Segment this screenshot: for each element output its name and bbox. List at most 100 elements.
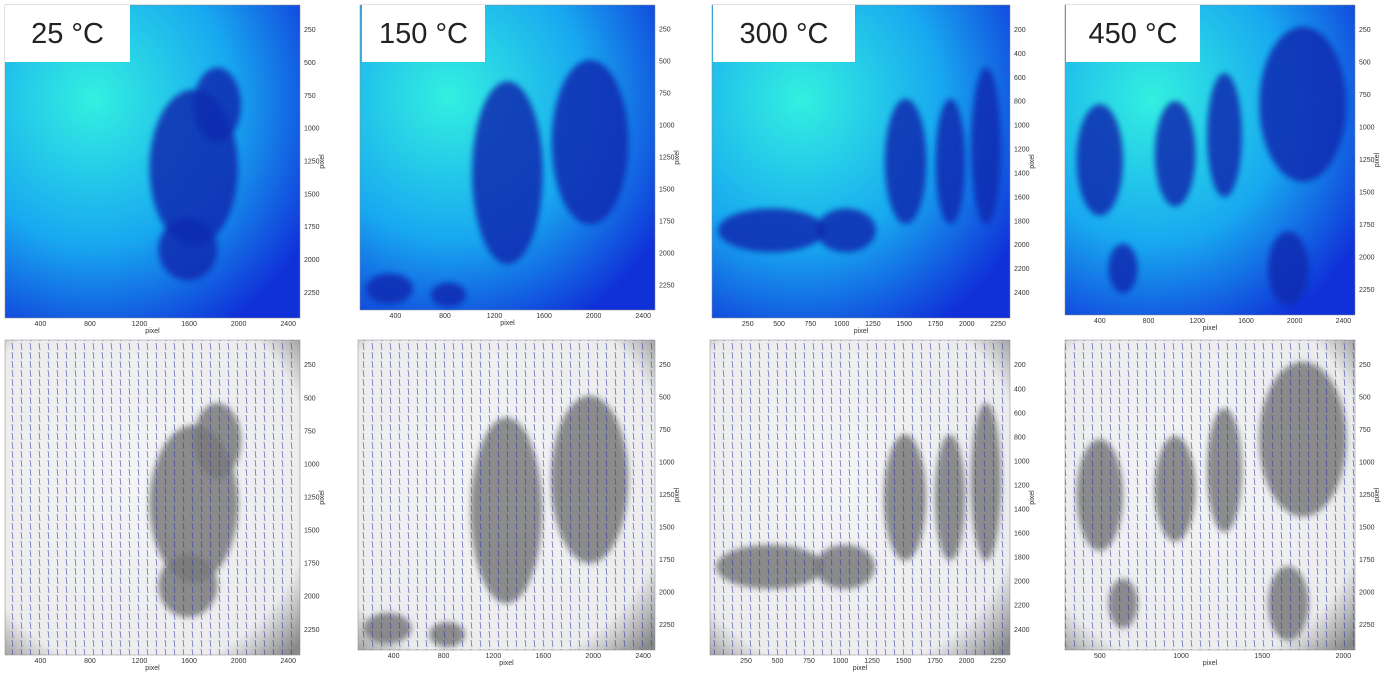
y-tick-label: 1600 <box>1014 531 1030 538</box>
x-tick-label: 2000 <box>586 313 602 320</box>
x-tick-label: 400 <box>35 658 47 665</box>
y-tick-label: 1800 <box>1014 218 1030 225</box>
y-tick-label: 2000 <box>304 257 320 264</box>
y-tick-label: 1000 <box>304 126 320 133</box>
x-tick-label: 2250 <box>990 658 1006 665</box>
y-tick-label: 2400 <box>1014 290 1030 297</box>
x-tick-label: 500 <box>773 321 785 328</box>
y-tick-label: 750 <box>304 93 316 100</box>
x-tick-label: 400 <box>390 313 402 320</box>
x-axis-label: pixel <box>854 328 869 335</box>
y-tick-label: 2000 <box>1014 242 1030 249</box>
y-tick-label: 500 <box>1359 59 1371 66</box>
y-tick-label: 1500 <box>1359 190 1375 197</box>
dark-region <box>1259 27 1346 182</box>
x-tick-label: 1750 <box>928 321 944 328</box>
y-tick-label: 750 <box>1359 427 1371 434</box>
y-tick-label: 1750 <box>304 561 320 568</box>
x-tick-label: 2400 <box>635 313 651 320</box>
x-tick-label: 1200 <box>132 321 148 328</box>
y-axis-label: pixel <box>674 487 681 502</box>
y-tick-label: 750 <box>304 428 316 435</box>
y-tick-label: 600 <box>1014 75 1026 82</box>
y-tick-label: 1500 <box>304 528 320 535</box>
y-tick-label: 600 <box>1014 410 1026 417</box>
x-tick-label: 1600 <box>536 313 552 320</box>
x-tick-label: 400 <box>388 653 400 660</box>
x-tick-label: 2400 <box>635 653 651 660</box>
y-axis-label: pixel <box>1374 152 1381 167</box>
temperature-label: 450 °C <box>1089 18 1178 50</box>
dark-region <box>816 208 876 252</box>
y-tick-label: 2400 <box>1014 627 1030 634</box>
x-tick-label: 2400 <box>1336 318 1352 325</box>
x-tick-label: 400 <box>35 321 47 328</box>
dark-region <box>1268 231 1309 305</box>
x-tick-label: 2000 <box>585 653 601 660</box>
y-tick-label: 200 <box>1014 27 1026 34</box>
y-tick-label: 2000 <box>659 251 675 258</box>
x-tick-label: 2000 <box>231 321 247 328</box>
x-tick-label: 1600 <box>181 658 197 665</box>
y-tick-label: 1000 <box>1359 124 1375 131</box>
y-tick-label: 2250 <box>1359 287 1375 294</box>
y-tick-label: 500 <box>659 58 671 65</box>
x-axis-label: pixel <box>853 665 868 672</box>
x-tick-label: 2000 <box>959 658 975 665</box>
vector-arrows <box>358 340 655 650</box>
temperature-label: 150 °C <box>379 18 468 50</box>
x-tick-label: 1600 <box>536 653 552 660</box>
y-tick-label: 250 <box>1359 27 1371 34</box>
x-tick-label: 1750 <box>927 658 943 665</box>
dark-region <box>718 208 825 252</box>
y-tick-label: 1200 <box>1014 147 1030 154</box>
y-tick-label: 1250 <box>659 155 675 162</box>
x-tick-label: 800 <box>439 313 451 320</box>
x-tick-label: 2000 <box>959 321 975 328</box>
x-tick-label: 250 <box>740 658 752 665</box>
x-tick-label: 2000 <box>1336 653 1352 660</box>
y-tick-label: 1250 <box>659 492 675 499</box>
x-tick-label: 2000 <box>1287 318 1303 325</box>
temperature-label: 25 °C <box>31 18 104 50</box>
x-tick-label: 2250 <box>990 321 1006 328</box>
y-tick-label: 1500 <box>1359 525 1375 532</box>
y-tick-label: 2000 <box>304 594 320 601</box>
x-tick-label: 250 <box>742 321 754 328</box>
y-tick-label: 1500 <box>304 191 320 198</box>
vector-arrows <box>1065 340 1355 650</box>
y-tick-label: 1000 <box>304 461 320 468</box>
y-tick-label: 2250 <box>1359 622 1375 629</box>
x-tick-label: 500 <box>772 658 784 665</box>
y-tick-label: 1500 <box>659 525 675 532</box>
dark-region <box>1077 104 1123 216</box>
dark-region <box>936 99 966 224</box>
y-tick-label: 1750 <box>659 557 675 564</box>
y-axis-label: pixel <box>319 154 326 169</box>
x-tick-label: 1500 <box>896 321 912 328</box>
y-tick-label: 1750 <box>304 224 320 231</box>
x-tick-label: 2400 <box>280 321 296 328</box>
y-tick-label: 2000 <box>1359 255 1375 262</box>
dark-region <box>472 81 543 264</box>
x-tick-label: 400 <box>1094 318 1106 325</box>
dark-region <box>158 218 217 281</box>
figure: 250 500 750 1000 1250 1500 1750 2000 2250 400 800 1… <box>0 0 1393 673</box>
y-tick-label: 1750 <box>659 219 675 226</box>
y-tick-label: 2200 <box>1014 266 1030 273</box>
y-tick-label: 2250 <box>659 283 675 290</box>
x-tick-label: 1000 <box>833 658 849 665</box>
x-tick-label: 1000 <box>1173 653 1189 660</box>
y-tick-label: 800 <box>1014 434 1026 441</box>
vector-arrows <box>5 340 300 655</box>
y-axis-label: pixel <box>1029 154 1036 169</box>
y-axis-label: pixel <box>1374 487 1381 502</box>
x-tick-label: 800 <box>84 321 96 328</box>
y-tick-label: 1750 <box>1359 557 1375 564</box>
dark-region <box>1109 244 1138 294</box>
y-tick-label: 2250 <box>304 627 320 634</box>
y-tick-label: 500 <box>1359 394 1371 401</box>
y-tick-label: 1200 <box>1014 482 1030 489</box>
x-tick-label: 1500 <box>1254 653 1270 660</box>
y-tick-label: 1250 <box>304 495 320 502</box>
